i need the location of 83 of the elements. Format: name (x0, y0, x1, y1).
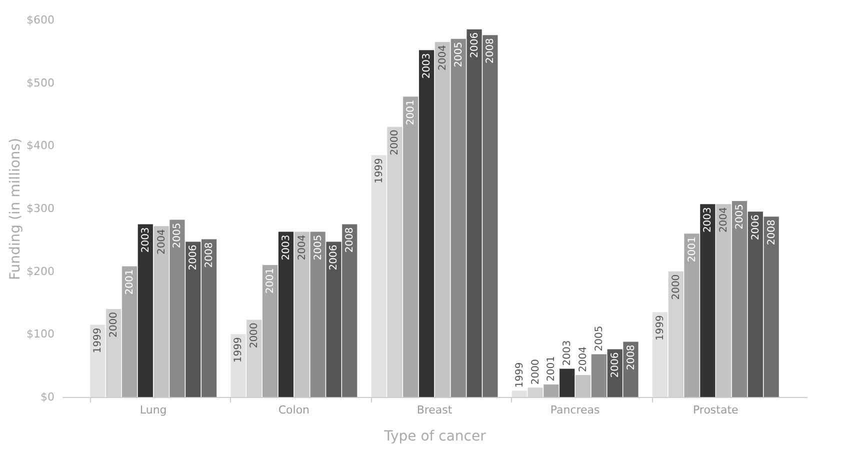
y-tick-label: $300 (26, 202, 54, 215)
text: 2004 (437, 44, 448, 70)
bar (418, 50, 434, 397)
x-tick-label: Lung (140, 404, 167, 416)
text: 2001 (546, 356, 558, 382)
bar (186, 242, 201, 397)
text: 2003 (140, 227, 152, 253)
bar (732, 200, 748, 397)
bar (512, 390, 527, 397)
x-axis-title: Type of cancer (383, 428, 486, 444)
text: 2000 (530, 359, 542, 385)
series-label: 1999 (233, 337, 244, 363)
text: 2003 (702, 207, 714, 233)
text: 2004 (296, 234, 308, 260)
text: 2008 (344, 227, 356, 253)
text: 2001 (265, 268, 276, 294)
series-label: 2001 (124, 269, 136, 295)
y-tick-label: $400 (26, 139, 54, 152)
text: 2005 (453, 42, 464, 68)
y-tick-label: $600 (26, 14, 54, 26)
text: 2000 (249, 322, 260, 348)
bar (623, 342, 638, 397)
text: 2004 (578, 346, 590, 372)
text: 1999 (514, 362, 526, 388)
bar (560, 368, 575, 397)
bar (122, 266, 138, 397)
bar (310, 232, 326, 397)
y-axis-title: Funding (in millions) (8, 138, 24, 280)
text: 2005 (734, 204, 746, 230)
bar (371, 155, 386, 397)
bar (230, 334, 246, 397)
bar (591, 354, 606, 397)
bar (278, 232, 294, 397)
text: 2006 (610, 352, 621, 378)
bar (170, 220, 185, 397)
bar (90, 324, 106, 397)
bar (138, 224, 153, 397)
series-label: 2000 (670, 274, 682, 300)
x-tick-label: Pancreas (550, 404, 600, 416)
text: 2006 (328, 244, 340, 270)
text: 2005 (594, 326, 605, 352)
bar (652, 312, 668, 397)
series-label: 2004 (718, 207, 730, 233)
bar (764, 216, 779, 397)
text: 2006 (750, 214, 762, 240)
y-tick-label: $0 (40, 390, 54, 404)
text: 1999 (374, 158, 385, 184)
bar (326, 242, 342, 397)
text: 2008 (626, 344, 637, 370)
text: 2000 (390, 130, 401, 156)
text: 2004 (156, 229, 168, 255)
text: 2008 (485, 38, 496, 64)
y-tick-label: $200 (26, 264, 54, 278)
bar (450, 38, 466, 397)
bar (482, 35, 498, 397)
text: 2008 (204, 242, 216, 268)
series-label: 2005 (172, 222, 184, 248)
bar (262, 265, 278, 397)
text: 2003 (562, 340, 574, 366)
bar (342, 224, 358, 397)
bar (684, 234, 700, 397)
text: 2001 (686, 236, 698, 262)
y-tick-label: $100 (26, 328, 54, 341)
text: 2000 (108, 312, 120, 338)
text: 1999 (654, 315, 666, 341)
x-tick-label: Colon (278, 404, 310, 416)
series-label: 2003 (422, 53, 433, 79)
text: 2003 (280, 234, 292, 260)
y-tick-label: $500 (26, 76, 54, 90)
x-tick-label: Breast (416, 404, 453, 416)
bar (748, 212, 763, 397)
x-tick-label: Prostate (692, 404, 739, 416)
text: 2005 (312, 234, 324, 260)
bar (544, 384, 559, 397)
bar (466, 29, 482, 397)
text: 2001 (406, 100, 417, 126)
series-label: 2008 (766, 220, 778, 246)
bar (700, 204, 716, 397)
bar (202, 239, 217, 397)
bar (403, 96, 418, 397)
series-label: 2006 (469, 32, 480, 58)
text: 2006 (188, 244, 200, 270)
text: 1999 (92, 328, 104, 354)
